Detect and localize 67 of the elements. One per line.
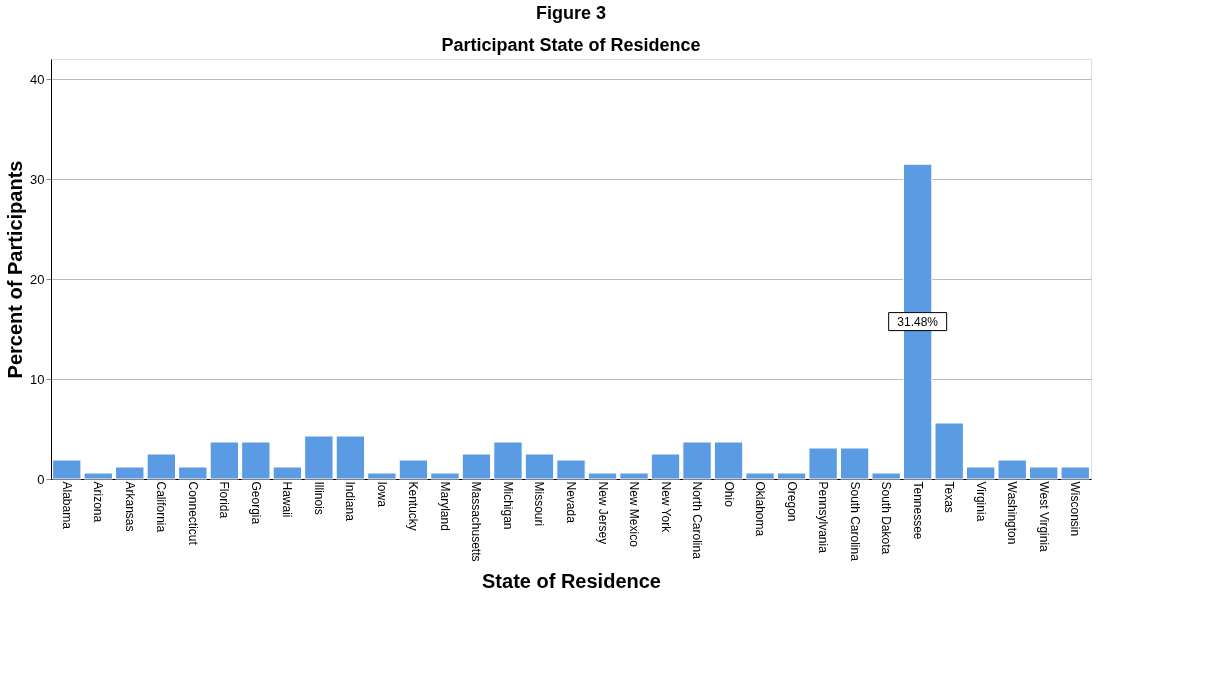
bar xyxy=(241,441,271,480)
x-tick-label: Maryland xyxy=(437,481,452,531)
y-tick-label: 20 xyxy=(30,271,45,287)
x-tick-label: Texas xyxy=(942,481,957,513)
x-tick-label: Oregon xyxy=(784,481,799,522)
x-tick-label: Ohio xyxy=(721,481,736,508)
bar xyxy=(524,453,555,480)
x-tick-label: Virginia xyxy=(973,481,988,522)
bar xyxy=(335,435,366,480)
chart-title: Figure 3 xyxy=(535,3,607,23)
bar xyxy=(367,472,397,480)
x-tick-label: Kentucky xyxy=(406,481,421,531)
x-tick-label: South Dakota xyxy=(879,481,894,555)
bar xyxy=(304,435,334,480)
y-tick-label: 0 xyxy=(37,471,45,487)
bar xyxy=(871,472,901,480)
x-tick-label: Massachusetts xyxy=(469,481,484,562)
x-tick-label: Washington xyxy=(1005,481,1020,545)
bar xyxy=(808,447,838,480)
y-axis-title: Percent of Participants xyxy=(4,160,27,379)
bar xyxy=(272,466,303,480)
bar xyxy=(398,459,429,480)
data-label: 31.48% xyxy=(897,314,939,329)
y-tick-label: 40 xyxy=(30,71,45,87)
x-tick-label: Indiana xyxy=(343,481,358,522)
bar xyxy=(556,459,586,480)
x-tick-label: Illinois xyxy=(311,481,326,515)
x-tick-label: Pennsylvania xyxy=(816,481,831,554)
x-tick-label: Wisconsin xyxy=(1068,481,1083,537)
y-tick-label: 30 xyxy=(30,171,45,187)
x-tick-label: Arkansas xyxy=(122,481,137,532)
bar xyxy=(776,472,807,480)
x-tick-label: West Virginia xyxy=(1036,481,1051,553)
x-tick-label: Iowa xyxy=(374,481,389,508)
x-tick-label: New York xyxy=(658,481,673,534)
x-tick-label: New Mexico xyxy=(627,481,642,548)
bar xyxy=(430,472,460,480)
x-tick-label: Florida xyxy=(217,481,232,519)
x-tick-label: Alabama xyxy=(59,481,74,530)
x-tick-label: California xyxy=(154,481,169,533)
bar xyxy=(209,441,240,480)
bar xyxy=(178,466,208,480)
bar xyxy=(650,453,681,480)
bar xyxy=(682,441,712,480)
x-tick-label: Hawaii xyxy=(280,481,295,518)
bar xyxy=(587,472,618,480)
x-tick-label: North Carolina xyxy=(690,481,705,560)
x-tick-label: South Carolina xyxy=(847,481,862,562)
x-tick-label: Nevada xyxy=(564,481,578,524)
x-tick-label: Missouri xyxy=(532,481,547,527)
x-tick-label: Connecticut xyxy=(185,481,200,546)
x-tick-label: Michigan xyxy=(500,481,515,530)
x-tick-label: Tennessee xyxy=(910,481,925,540)
bar xyxy=(461,453,492,480)
x-tick-label: New Jersey xyxy=(595,481,610,545)
bar xyxy=(713,441,744,480)
x-axis-title: State of Residence xyxy=(482,569,661,592)
x-tick-label: Oklahoma xyxy=(753,481,768,537)
x-tick-label: Georgia xyxy=(248,481,263,525)
x-tick-label: Arizona xyxy=(91,481,106,523)
bar xyxy=(839,447,870,480)
bar xyxy=(934,422,964,480)
bar xyxy=(493,441,523,480)
chart-subtitle: Participant State of Residence xyxy=(441,35,701,55)
bar xyxy=(745,472,775,480)
y-tick-label: 10 xyxy=(30,371,45,387)
bar xyxy=(619,472,649,480)
